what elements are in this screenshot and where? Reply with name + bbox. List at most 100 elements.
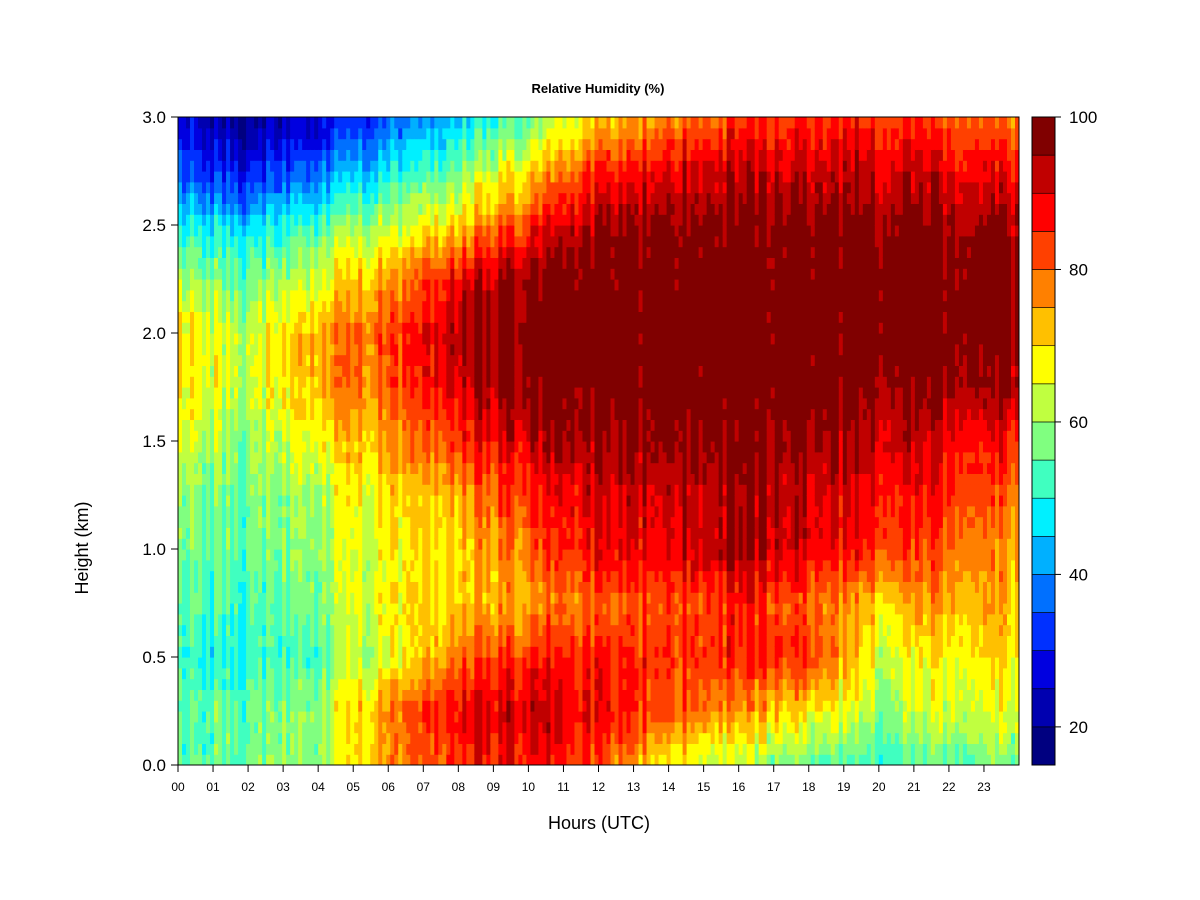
heatmap-cell — [254, 160, 259, 172]
heatmap-cell — [366, 678, 371, 690]
heatmap-cell — [418, 743, 423, 755]
heatmap-cell — [270, 300, 275, 312]
heatmap-cell — [418, 581, 423, 593]
heatmap-cell — [246, 473, 251, 485]
heatmap-cell — [186, 117, 191, 129]
heatmap-cell — [390, 462, 395, 474]
heatmap-cell — [326, 419, 331, 431]
heatmap-cell — [210, 484, 215, 496]
heatmap-cell — [294, 333, 299, 345]
heatmap-cell — [250, 721, 255, 734]
heatmap-cell — [470, 505, 475, 518]
heatmap-cell — [342, 495, 347, 507]
heatmap-cell — [366, 495, 371, 507]
heatmap-cell — [466, 419, 471, 431]
heatmap-cell — [202, 387, 207, 399]
heatmap-cell — [382, 592, 387, 604]
heatmap-cell — [326, 721, 331, 734]
heatmap-cell — [454, 495, 459, 507]
heatmap-cell — [410, 138, 415, 150]
heatmap-cell — [506, 257, 511, 269]
heatmap-cell — [182, 505, 187, 518]
heatmap-cell — [242, 419, 247, 431]
heatmap-cell — [490, 603, 495, 615]
heatmap-cell — [214, 387, 219, 399]
heatmap-cell — [230, 149, 235, 161]
heatmap-cell — [402, 462, 407, 474]
heatmap-cell — [470, 279, 475, 291]
heatmap-cell — [486, 592, 491, 604]
heatmap-cell — [506, 646, 511, 658]
heatmap-cell — [386, 624, 391, 636]
heatmap-cell — [202, 646, 207, 658]
heatmap-cell — [350, 376, 355, 388]
heatmap-cell — [482, 570, 487, 582]
heatmap-cell — [198, 430, 203, 442]
heatmap-cell — [366, 257, 371, 269]
heatmap-cell — [354, 581, 359, 593]
heatmap-cell — [386, 311, 391, 323]
heatmap-cell — [434, 397, 439, 410]
heatmap-cell — [466, 127, 471, 140]
heatmap-cell — [406, 603, 411, 615]
heatmap-cell — [326, 322, 331, 334]
heatmap-cell — [262, 192, 267, 204]
heatmap-cell — [306, 505, 311, 518]
heatmap-cell — [458, 624, 463, 636]
heatmap-cell — [482, 268, 487, 280]
heatmap-cell — [334, 343, 339, 356]
heatmap-cell — [394, 279, 399, 291]
heatmap-cell — [414, 117, 419, 129]
heatmap-cell — [202, 732, 207, 744]
heatmap-cell — [410, 203, 415, 215]
heatmap-cell — [218, 235, 223, 248]
heatmap-cell — [242, 117, 247, 129]
heatmap-cell — [270, 289, 275, 302]
heatmap-cell — [346, 117, 351, 129]
heatmap-cell — [362, 171, 367, 183]
heatmap-cell — [434, 538, 439, 550]
heatmap-cell — [190, 667, 195, 680]
heatmap-cell — [362, 538, 367, 550]
heatmap-cell — [278, 376, 283, 388]
heatmap-cell — [278, 181, 283, 194]
heatmap-cell — [458, 613, 463, 626]
heatmap-cell — [210, 603, 215, 615]
heatmap-cell — [206, 343, 211, 356]
heatmap-cell — [226, 343, 231, 356]
heatmap-cell — [478, 635, 483, 647]
heatmap-cell — [302, 581, 307, 593]
heatmap-cell — [282, 430, 287, 442]
heatmap-cell — [386, 635, 391, 647]
heatmap-cell — [330, 592, 335, 604]
heatmap-cell — [354, 721, 359, 734]
heatmap-cell — [490, 300, 495, 312]
heatmap-cell — [238, 581, 243, 593]
heatmap-cell — [378, 613, 383, 626]
heatmap-cell — [510, 743, 515, 755]
heatmap-cell — [358, 322, 363, 334]
heatmap-cell — [414, 268, 419, 280]
heatmap-cell — [434, 462, 439, 474]
heatmap-cell — [394, 700, 399, 712]
heatmap-cell — [418, 343, 423, 356]
heatmap-cell — [414, 365, 419, 377]
heatmap-cell — [198, 354, 203, 366]
heatmap-cell — [430, 451, 435, 464]
heatmap-cell — [190, 419, 195, 431]
heatmap-cell — [382, 495, 387, 507]
heatmap-cell — [278, 570, 283, 582]
heatmap-cell — [282, 711, 287, 723]
heatmap-cell — [206, 192, 211, 204]
heatmap-cell — [182, 289, 187, 302]
heatmap-cell — [226, 732, 231, 744]
heatmap-cell — [242, 333, 247, 345]
heatmap-cell — [242, 700, 247, 712]
heatmap-cell — [202, 559, 207, 572]
heatmap-cell — [402, 117, 407, 129]
heatmap-cell — [362, 149, 367, 161]
heatmap-cell — [338, 516, 343, 528]
heatmap-cell — [318, 181, 323, 194]
heatmap-cell — [386, 225, 391, 237]
heatmap-cell — [270, 214, 275, 226]
